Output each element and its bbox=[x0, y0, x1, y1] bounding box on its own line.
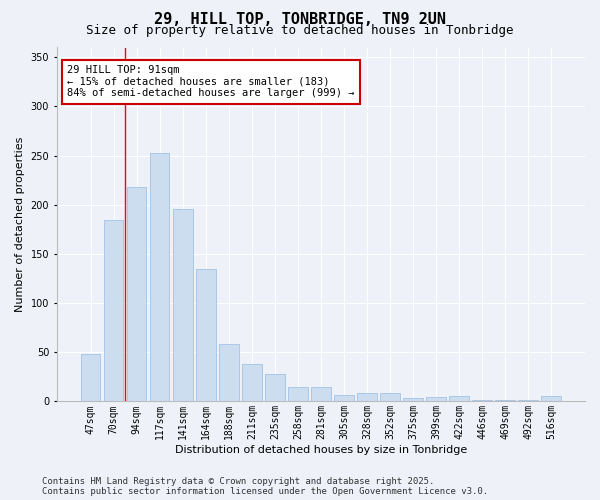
Bar bbox=[334, 394, 354, 402]
Bar bbox=[104, 220, 124, 402]
Text: 29, HILL TOP, TONBRIDGE, TN9 2UN: 29, HILL TOP, TONBRIDGE, TN9 2UN bbox=[154, 12, 446, 26]
Bar bbox=[357, 392, 377, 402]
X-axis label: Distribution of detached houses by size in Tonbridge: Distribution of detached houses by size … bbox=[175, 445, 467, 455]
Bar bbox=[173, 208, 193, 402]
Text: 29 HILL TOP: 91sqm
← 15% of detached houses are smaller (183)
84% of semi-detach: 29 HILL TOP: 91sqm ← 15% of detached hou… bbox=[67, 65, 355, 98]
Bar bbox=[541, 396, 561, 402]
Bar bbox=[311, 386, 331, 402]
Bar bbox=[496, 400, 515, 402]
Bar bbox=[81, 354, 100, 402]
Bar bbox=[426, 396, 446, 402]
Y-axis label: Number of detached properties: Number of detached properties bbox=[15, 137, 25, 312]
Bar bbox=[242, 364, 262, 402]
Text: Contains HM Land Registry data © Crown copyright and database right 2025.
Contai: Contains HM Land Registry data © Crown c… bbox=[42, 476, 488, 496]
Bar bbox=[449, 396, 469, 402]
Bar bbox=[127, 187, 146, 402]
Text: Size of property relative to detached houses in Tonbridge: Size of property relative to detached ho… bbox=[86, 24, 514, 37]
Bar bbox=[196, 268, 215, 402]
Bar bbox=[518, 400, 538, 402]
Bar bbox=[288, 386, 308, 402]
Bar bbox=[265, 374, 284, 402]
Bar bbox=[380, 392, 400, 402]
Bar bbox=[472, 400, 492, 402]
Bar bbox=[150, 152, 169, 402]
Bar bbox=[403, 398, 423, 402]
Bar bbox=[219, 344, 239, 402]
